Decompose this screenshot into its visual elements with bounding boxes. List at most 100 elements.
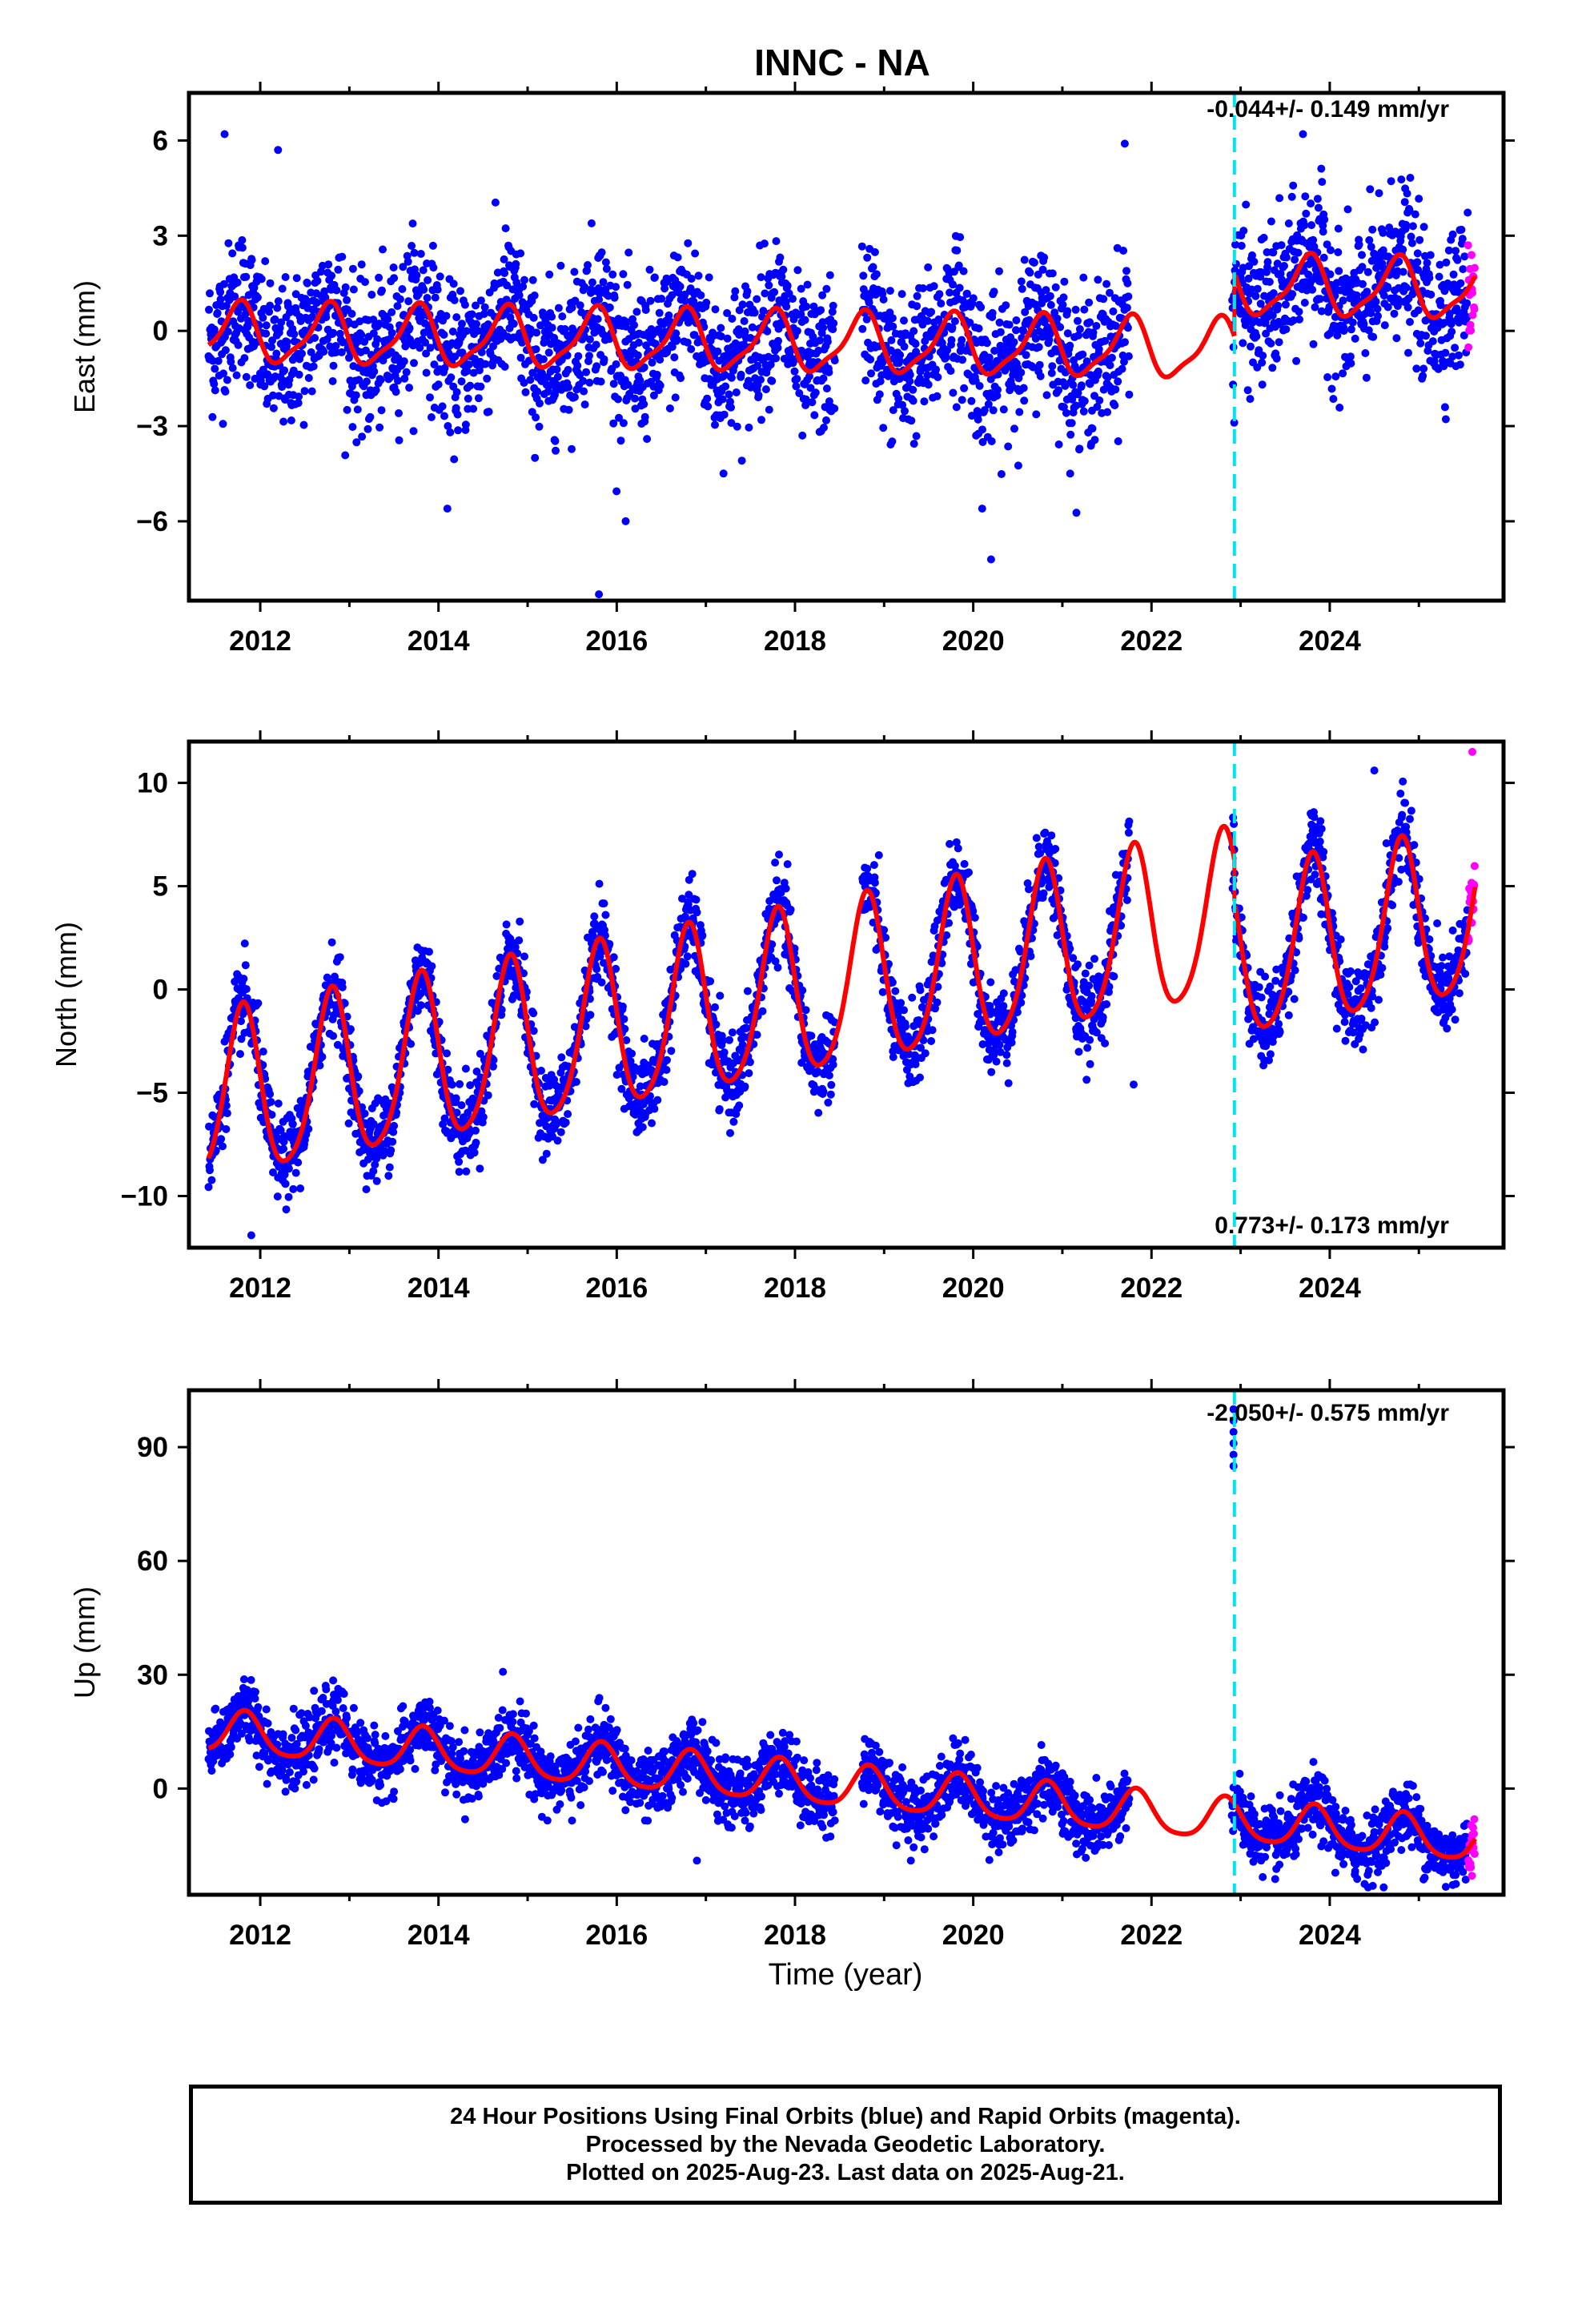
final-orbit-point xyxy=(1463,299,1472,308)
final-orbit-point xyxy=(712,1020,721,1029)
final-orbit-point xyxy=(1447,317,1456,326)
final-orbit-point xyxy=(801,395,810,404)
final-orbit-point xyxy=(221,388,230,396)
final-orbit-point xyxy=(1319,221,1327,230)
final-orbit-point xyxy=(773,876,781,885)
rapid-orbit-point xyxy=(1470,263,1479,272)
final-orbit-point xyxy=(552,365,561,374)
final-orbit-point xyxy=(728,315,737,323)
final-orbit-point xyxy=(996,1047,1005,1056)
final-orbit-point xyxy=(1460,252,1469,261)
final-orbit-point xyxy=(206,1166,214,1175)
final-orbit-point xyxy=(1335,267,1343,275)
final-orbit-point xyxy=(1103,373,1112,382)
final-orbit-point xyxy=(773,963,782,972)
final-orbit-point xyxy=(927,1037,936,1045)
final-orbit-point xyxy=(683,952,692,961)
final-orbit-point xyxy=(1106,288,1114,297)
final-orbit-point xyxy=(830,404,839,413)
final-orbit-point xyxy=(237,1017,245,1026)
final-orbit-point xyxy=(781,884,790,893)
final-orbit-point xyxy=(1361,349,1370,357)
final-orbit-point xyxy=(375,320,383,328)
final-orbit-point xyxy=(640,363,648,372)
final-orbit-point xyxy=(1063,329,1072,338)
final-orbit-point xyxy=(231,292,239,301)
final-orbit-point xyxy=(426,344,435,352)
final-orbit-point xyxy=(960,384,969,392)
final-orbit-point xyxy=(1118,364,1126,373)
final-orbit-point xyxy=(934,983,942,991)
final-orbit-point xyxy=(758,1007,767,1015)
final-orbit-point xyxy=(1035,360,1044,369)
final-orbit-point xyxy=(1058,300,1067,309)
final-orbit-point xyxy=(238,243,247,252)
final-orbit-point xyxy=(880,926,889,935)
final-orbit-point xyxy=(351,391,360,400)
final-orbit-point xyxy=(515,936,524,945)
final-orbit-point xyxy=(1393,302,1402,311)
final-orbit-point xyxy=(220,279,228,288)
final-orbit-point xyxy=(862,315,871,324)
final-orbit-point xyxy=(222,1125,231,1133)
final-orbit-point xyxy=(727,419,736,428)
final-orbit-point xyxy=(803,280,812,289)
final-orbit-point xyxy=(1275,338,1283,347)
final-orbit-point xyxy=(544,348,553,357)
final-orbit-point xyxy=(1247,342,1255,351)
final-orbit-point xyxy=(719,1036,728,1045)
final-orbit-point xyxy=(405,384,414,392)
final-orbit-point xyxy=(1122,304,1131,312)
final-orbit-point xyxy=(748,323,757,332)
final-orbit-point xyxy=(440,331,448,339)
final-orbit-point xyxy=(905,371,914,379)
final-orbit-point xyxy=(454,426,463,435)
final-orbit-point xyxy=(474,394,483,403)
final-orbit-point xyxy=(643,435,652,444)
final-orbit-point xyxy=(502,920,511,929)
final-orbit-point xyxy=(267,343,275,352)
final-orbit-point xyxy=(428,962,436,971)
final-orbit-point xyxy=(266,301,275,310)
final-orbit-point xyxy=(1237,241,1246,250)
final-orbit-point xyxy=(986,978,995,987)
final-orbit-point xyxy=(1042,391,1051,400)
final-orbit-point xyxy=(571,296,580,305)
final-orbit-point xyxy=(978,425,986,434)
final-orbit-point xyxy=(224,239,233,247)
final-orbit-point xyxy=(1335,404,1344,412)
final-orbit-point xyxy=(1014,461,1022,470)
final-orbit-point xyxy=(208,412,217,421)
final-orbit-point xyxy=(238,235,247,244)
final-orbit-point xyxy=(553,372,562,381)
final-orbit-point xyxy=(419,266,428,275)
final-orbit-point xyxy=(789,295,797,304)
final-orbit-point xyxy=(678,895,686,903)
final-orbit-point xyxy=(1406,174,1415,182)
final-orbit-point xyxy=(923,371,932,380)
final-orbit-point xyxy=(335,329,344,338)
final-orbit-point xyxy=(1053,314,1062,323)
final-orbit-point xyxy=(520,379,528,387)
final-orbit-point xyxy=(284,302,292,311)
final-orbit-point xyxy=(636,376,644,384)
final-orbit-point xyxy=(369,329,378,338)
final-orbit-point xyxy=(867,369,875,378)
final-orbit-point xyxy=(1281,300,1290,309)
y-tick-label: 3 xyxy=(153,220,168,251)
final-orbit-point xyxy=(650,273,659,282)
final-orbit-point xyxy=(1004,1079,1013,1088)
final-orbit-point xyxy=(395,409,403,417)
final-orbit-point xyxy=(896,351,905,360)
figure-title: INNC - NA xyxy=(754,42,930,83)
final-orbit-point xyxy=(343,296,351,304)
final-orbit-point xyxy=(232,371,241,380)
final-orbit-point xyxy=(640,1035,648,1043)
final-orbit-point xyxy=(1390,309,1399,318)
final-orbit-point xyxy=(950,317,959,326)
final-orbit-point xyxy=(315,1061,324,1070)
final-orbit-point xyxy=(576,301,584,310)
final-orbit-point xyxy=(1085,298,1094,307)
final-orbit-point xyxy=(532,345,540,354)
final-orbit-point xyxy=(586,1011,595,1019)
